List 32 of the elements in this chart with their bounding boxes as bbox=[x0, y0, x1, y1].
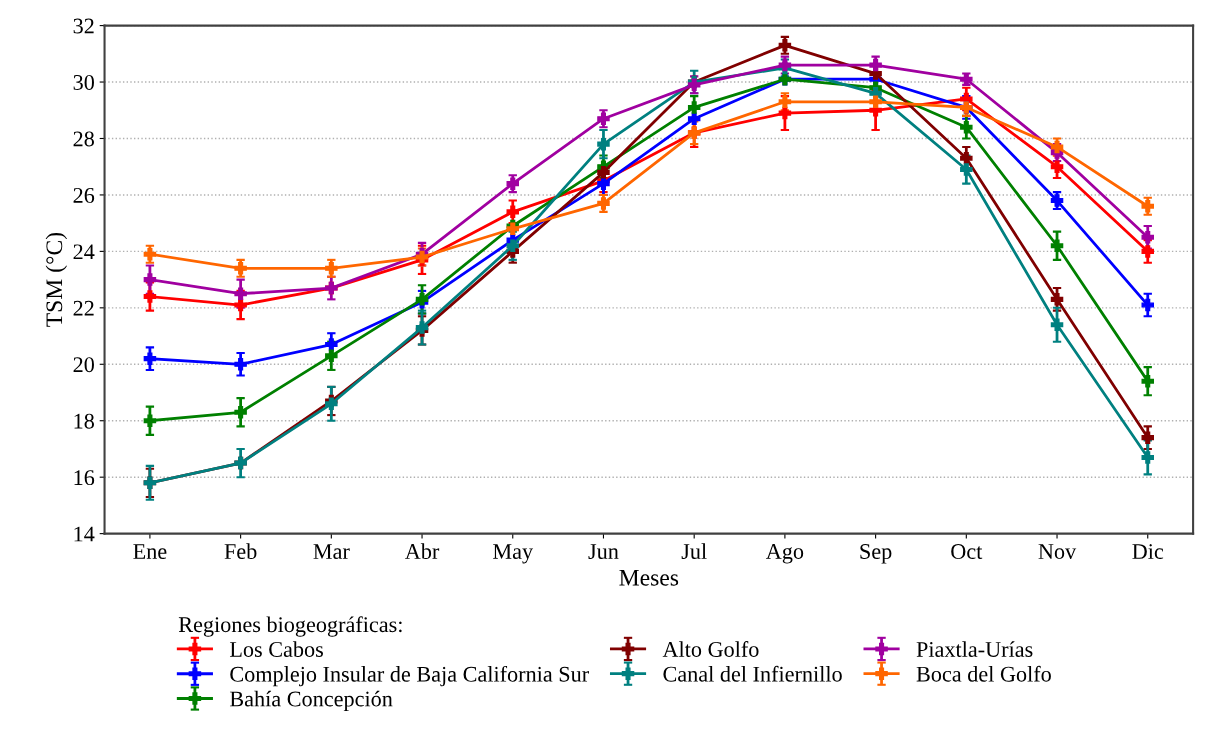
y-tick-label: 26 bbox=[73, 187, 95, 203]
x-tick-label: Abr bbox=[404, 543, 440, 559]
x-tick-label: Nov bbox=[1038, 544, 1077, 559]
x-tick-label: Ene bbox=[133, 544, 167, 559]
y-tick-label: 28 bbox=[73, 131, 94, 147]
legend-label: Canal del Infiernillo bbox=[663, 665, 842, 682]
legend-label: Los Cabos bbox=[229, 641, 323, 657]
x-tick-label: Jul bbox=[681, 543, 707, 559]
legend-label: Piaxtla-Urías bbox=[916, 641, 1033, 657]
x-tick-label: May bbox=[493, 544, 534, 564]
legend-label: Complejo Insular de Baja California Sur bbox=[230, 665, 589, 687]
legend-label: Alto Golfo bbox=[662, 641, 759, 657]
y-axis-title: TSM (°C) bbox=[45, 232, 68, 327]
y-tick-label: 32 bbox=[73, 18, 94, 34]
y-tick-label: 14 bbox=[74, 526, 95, 542]
y-tick-label: 18 bbox=[74, 413, 94, 429]
x-tick-label: Oct bbox=[951, 544, 983, 559]
x-tick-label: Jun bbox=[588, 544, 619, 559]
y-tick-label: 24 bbox=[73, 244, 95, 260]
y-tick-label: 20 bbox=[73, 357, 94, 373]
x-tick-label: Dic bbox=[1132, 544, 1164, 559]
legend-label: Boca del Golfo bbox=[916, 665, 1051, 682]
legend-label: Bahía Concepción bbox=[229, 690, 393, 711]
legend-title: Regiones biogeográficas: bbox=[178, 616, 402, 637]
x-axis-title: Meses bbox=[619, 569, 679, 586]
x-tick-label: Mar bbox=[313, 544, 350, 559]
y-tick-label: 16 bbox=[74, 470, 95, 486]
x-tick-label: Sep bbox=[860, 544, 892, 564]
x-tick-label: Ago bbox=[765, 544, 804, 564]
y-tick-label: 30 bbox=[73, 74, 94, 90]
y-tick-label: 22 bbox=[73, 300, 94, 316]
x-tick-label: Feb bbox=[224, 543, 257, 559]
